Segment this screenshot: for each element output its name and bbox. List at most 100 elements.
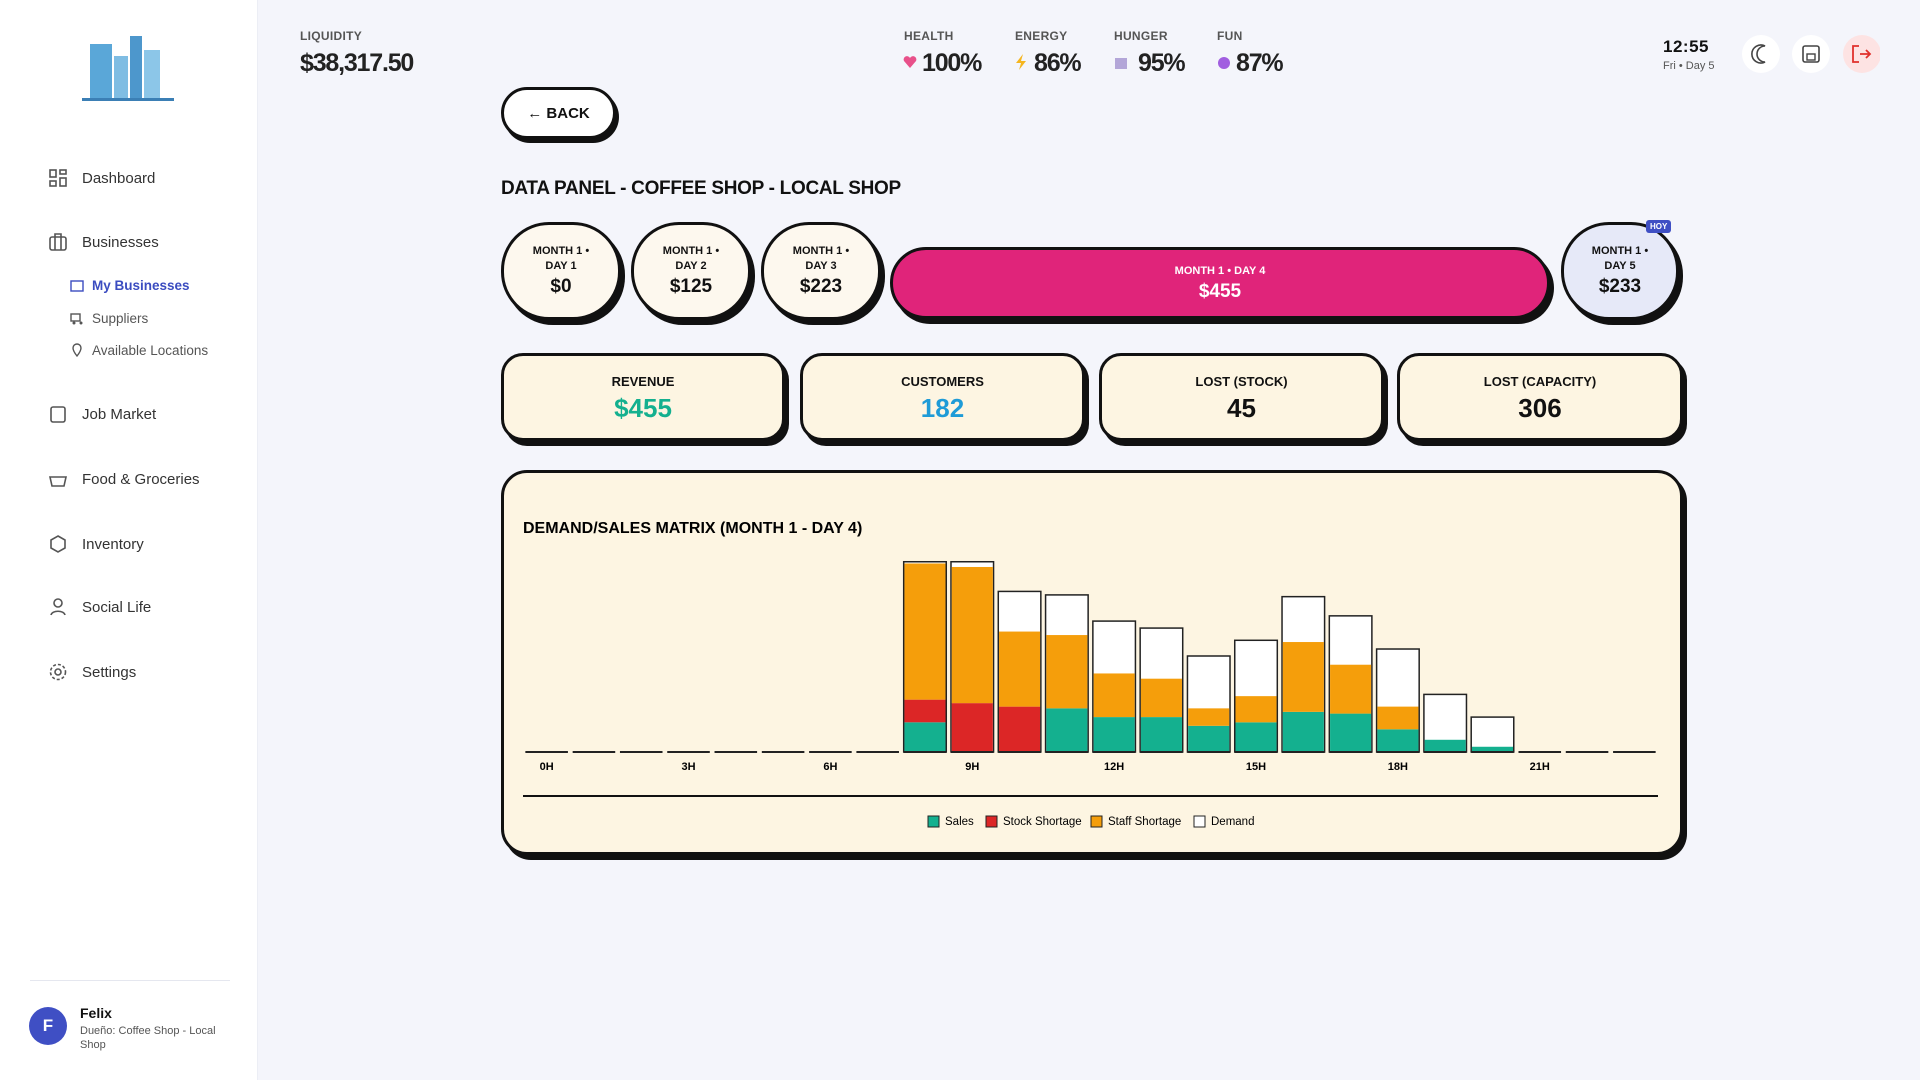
stat-label: HUNGER	[1114, 29, 1168, 43]
sidebar: Dashboard Businesses My Businesses Suppl…	[0, 0, 258, 1080]
bar-segment	[904, 699, 946, 723]
nav-label: Social Life	[82, 598, 152, 616]
stat-card: LOST (STOCK) 45	[1099, 353, 1384, 441]
bar-segment	[1188, 708, 1230, 726]
day-pill[interactable]: MONTH 1 • DAY 1 $0	[501, 222, 621, 320]
bar-segment	[1330, 713, 1372, 752]
legend-label: Stock Shortage	[1003, 816, 1082, 828]
stat-label: FUN	[1217, 29, 1243, 43]
hunger-icon	[1115, 58, 1127, 69]
icon	[49, 233, 67, 251]
x-tick-label: 3H	[681, 761, 695, 773]
day-label: MONTH 1 • DAY 2	[662, 245, 720, 272]
bar-segment	[1046, 635, 1088, 709]
sub-nav-item[interactable]: My Businesses	[70, 275, 190, 295]
nav-item[interactable]: Job Market	[48, 402, 156, 426]
back-button[interactable]: ← BACK	[501, 87, 616, 139]
bar-segment	[951, 703, 993, 752]
legend-label: Sales	[945, 816, 974, 828]
bar-segment	[1330, 664, 1372, 714]
nav-item[interactable]: Dashboard	[48, 166, 155, 190]
day-value: $223	[799, 276, 843, 297]
bar-segment	[1424, 739, 1466, 752]
card-label: LOST (CAPACITY)	[1483, 374, 1597, 389]
day-pill-active[interactable]: MONTH 1 • DAY 4 $455	[890, 247, 1550, 319]
bar-segment	[1235, 722, 1277, 752]
stat-card: LOST (CAPACITY) 306	[1397, 353, 1683, 441]
bar-segment	[999, 706, 1041, 752]
chart-panel	[501, 470, 1683, 855]
nav-item[interactable]: Settings	[48, 660, 136, 684]
legend-swatch	[1193, 815, 1206, 828]
bar-segment	[1282, 642, 1324, 712]
sub-nav-item[interactable]: Suppliers	[70, 308, 148, 328]
icon	[72, 343, 82, 357]
day-pill[interactable]: MONTH 1 • DAY 5 $233	[1561, 222, 1679, 320]
date: Fri • Day 5	[1663, 60, 1715, 72]
stat-label: HEALTH	[904, 29, 954, 43]
user-name: Felix	[80, 1005, 112, 1021]
day-pill[interactable]: MONTH 1 • DAY 3 $223	[761, 222, 881, 320]
card-value: 45	[1227, 393, 1256, 423]
bar-segment	[904, 563, 946, 700]
icon	[70, 313, 83, 325]
nav-item[interactable]: Businesses	[48, 230, 159, 254]
clock: 12:55	[1663, 37, 1709, 56]
bar-segment	[1093, 673, 1135, 718]
icon	[50, 598, 66, 616]
today-badge: HOY	[1646, 220, 1672, 233]
energy-icon	[1016, 54, 1026, 70]
icon	[49, 663, 67, 681]
sub-nav-item[interactable]: Available Locations	[70, 340, 208, 360]
day-value: $455	[1198, 280, 1242, 302]
bar-segment	[1093, 717, 1135, 752]
stat-value: 87%	[1236, 49, 1284, 77]
x-tick-label: 6H	[823, 761, 837, 773]
nav-label: Settings	[82, 663, 137, 681]
chart: DEMAND/SALES MATRIX (MONTH 1 - DAY 4) 0H…	[523, 520, 1658, 828]
bar-segment	[951, 566, 993, 704]
day-label: MONTH 1 • DAY 5	[1591, 245, 1649, 272]
nav-label: Inventory	[82, 535, 144, 553]
legend-label: Staff Shortage	[1108, 816, 1181, 828]
legend-label: Demand	[1211, 816, 1254, 828]
day-value: $125	[669, 276, 713, 297]
nav-label: Job Market	[82, 405, 157, 423]
bar-segment	[1046, 708, 1088, 752]
icon	[70, 280, 84, 292]
bar-segment	[1471, 746, 1514, 752]
x-tick-label: 18H	[1388, 761, 1408, 773]
card-value: 182	[920, 393, 965, 423]
card-label: REVENUE	[611, 374, 675, 389]
x-tick-label: 9H	[965, 761, 979, 773]
nav-label: Businesses	[82, 233, 159, 251]
day-label: MONTH 1 • DAY 4	[1174, 264, 1266, 277]
x-tick-label: 15H	[1246, 761, 1266, 773]
day-value: $233	[1598, 276, 1642, 297]
nav-item[interactable]: Inventory	[48, 532, 144, 556]
stat-card: CUSTOMERS 182	[800, 353, 1085, 441]
user-role: Dueño: Coffee Shop - Local Shop	[80, 1025, 216, 1051]
nav-item[interactable]: Social Life	[48, 595, 151, 619]
bar-segment	[1282, 711, 1324, 752]
icon	[50, 535, 66, 553]
x-tick-label: 12H	[1104, 761, 1124, 773]
legend-swatch	[985, 815, 998, 828]
logo	[82, 36, 174, 101]
header-buttons[interactable]	[1740, 34, 1880, 74]
sub-nav-label: Available Locations	[92, 342, 209, 358]
bar-segment	[999, 631, 1041, 707]
bar-segment	[1140, 678, 1182, 718]
bar-segment	[1188, 725, 1230, 752]
x-tick-label: 0H	[540, 761, 554, 773]
stat-value: 100%	[922, 49, 982, 77]
day-pill[interactable]: MONTH 1 • DAY 2 $125	[631, 222, 751, 320]
card-label: LOST (STOCK)	[1195, 374, 1288, 389]
nav-item[interactable]: Food & Groceries	[48, 467, 200, 491]
liquidity-value: $38,317.50	[300, 49, 414, 77]
stat-label: ENERGY	[1015, 29, 1068, 43]
day-value: $0	[550, 276, 572, 297]
avatar: F	[29, 1007, 67, 1045]
bar-segment	[1140, 717, 1182, 752]
